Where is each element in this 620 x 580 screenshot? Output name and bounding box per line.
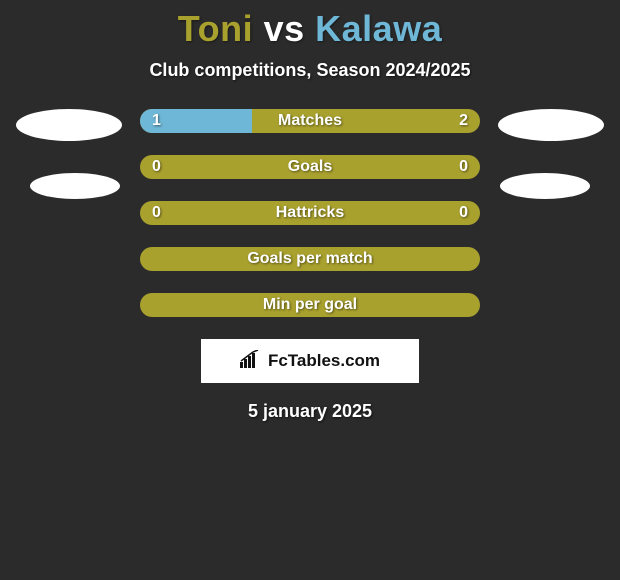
- stat-label: Goals: [288, 158, 332, 176]
- vs-label: vs: [264, 8, 305, 49]
- stat-right-value: 0: [459, 158, 468, 176]
- logo-text: FcTables.com: [268, 351, 380, 371]
- stat-bar-goals-per-match: Goals per match: [140, 247, 480, 271]
- comparison-infographic: Toni vs Kalawa Club competitions, Season…: [0, 0, 620, 422]
- stat-bar-min-per-goal: Min per goal: [140, 293, 480, 317]
- player2-avatar-placeholder: [498, 109, 604, 141]
- player1-club-placeholder: [30, 173, 120, 199]
- player2-name: Kalawa: [315, 8, 442, 49]
- stat-bar-hattricks: 0 0 Hattricks: [140, 201, 480, 225]
- chart-icon: [240, 350, 262, 373]
- player1-avatar-placeholder: [16, 109, 122, 141]
- player2-club-placeholder: [500, 173, 590, 199]
- stat-left-value: 0: [152, 158, 161, 176]
- stat-right-value: 0: [459, 204, 468, 222]
- stats-column: 1 2 Matches 0 0 Goals 0 0 Hattricks Goals per mat…: [140, 109, 480, 317]
- page-title: Toni vs Kalawa: [0, 8, 620, 50]
- stat-label: Goals per match: [247, 250, 372, 268]
- date-label: 5 january 2025: [0, 401, 620, 422]
- right-avatars: [498, 109, 604, 199]
- left-avatars: [16, 109, 122, 199]
- main-row: 1 2 Matches 0 0 Goals 0 0 Hattricks Goals per mat…: [0, 109, 620, 317]
- logo-box: FcTables.com: [201, 339, 419, 383]
- stat-bar-matches: 1 2 Matches: [140, 109, 480, 133]
- stat-label: Matches: [278, 112, 342, 130]
- stat-right-value: 2: [459, 112, 468, 130]
- stat-label: Hattricks: [276, 204, 344, 222]
- stat-left-value: 0: [152, 204, 161, 222]
- stat-label: Min per goal: [263, 296, 357, 314]
- player1-name: Toni: [178, 8, 253, 49]
- stat-bar-goals: 0 0 Goals: [140, 155, 480, 179]
- subtitle: Club competitions, Season 2024/2025: [0, 60, 620, 81]
- stat-left-value: 1: [152, 112, 161, 130]
